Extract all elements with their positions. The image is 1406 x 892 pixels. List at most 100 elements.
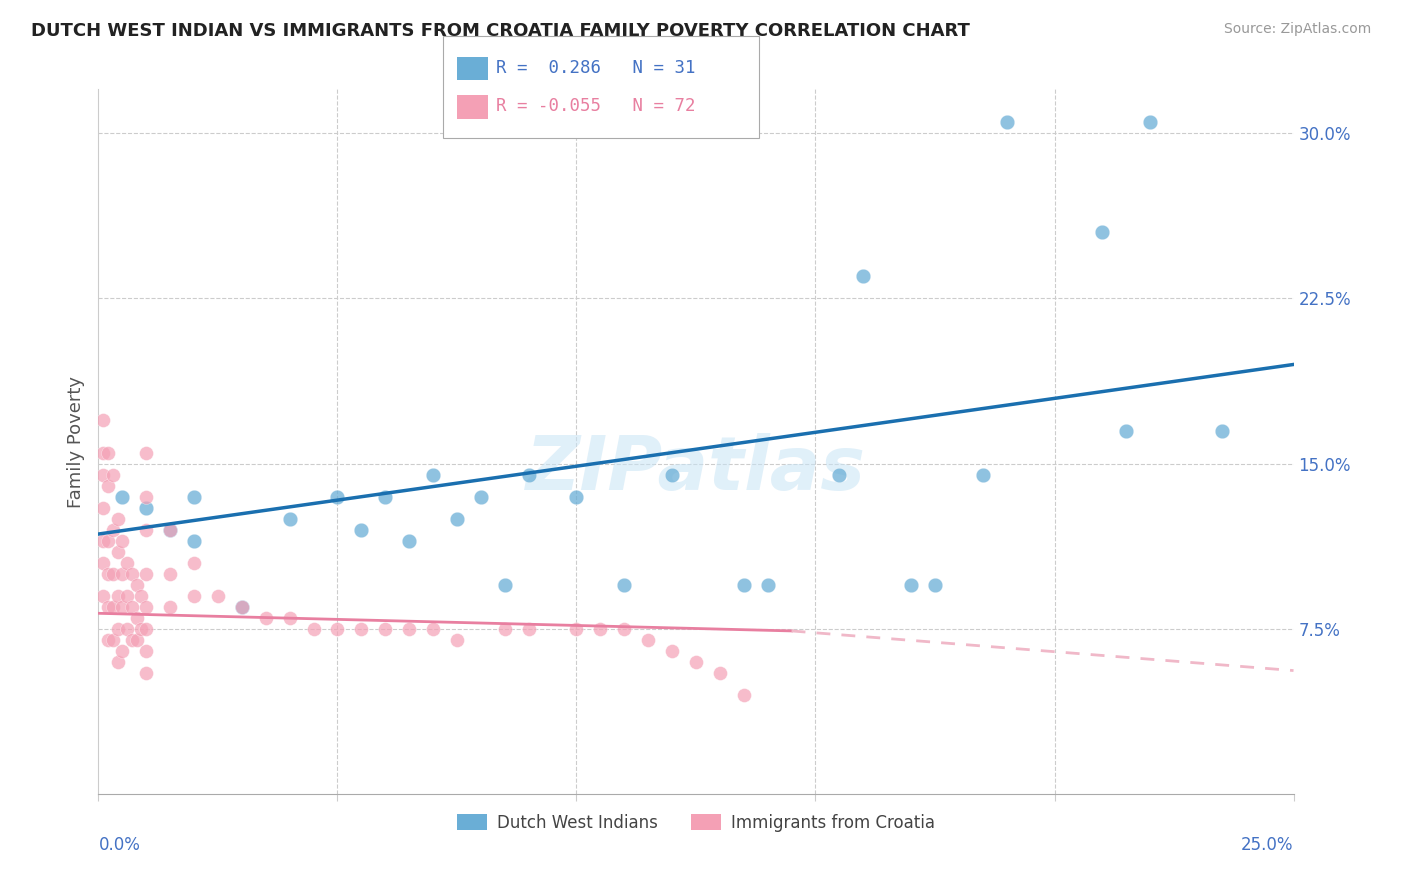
Point bbox=[494, 577, 516, 591]
Point bbox=[91, 467, 114, 482]
Point bbox=[756, 577, 779, 591]
Point bbox=[111, 566, 134, 581]
Point bbox=[1115, 424, 1137, 438]
Point bbox=[589, 622, 612, 636]
Point bbox=[111, 533, 134, 548]
Point bbox=[125, 632, 148, 647]
Text: R = -0.055   N = 72: R = -0.055 N = 72 bbox=[496, 97, 696, 115]
Point bbox=[131, 622, 153, 636]
Point bbox=[183, 533, 205, 548]
Text: R =  0.286   N = 31: R = 0.286 N = 31 bbox=[496, 59, 696, 77]
Point bbox=[111, 490, 134, 504]
Point bbox=[115, 622, 138, 636]
Point bbox=[115, 589, 138, 603]
Point bbox=[107, 589, 129, 603]
Point bbox=[97, 533, 120, 548]
Text: 25.0%: 25.0% bbox=[1241, 836, 1294, 855]
Point bbox=[709, 665, 731, 680]
Point bbox=[446, 511, 468, 525]
Point bbox=[135, 566, 157, 581]
Point bbox=[135, 523, 157, 537]
Point bbox=[107, 655, 129, 669]
Point bbox=[135, 644, 157, 658]
Point bbox=[107, 544, 129, 558]
Point bbox=[422, 467, 444, 482]
Point bbox=[374, 490, 396, 504]
Point bbox=[97, 445, 120, 459]
Point bbox=[852, 269, 875, 284]
Point bbox=[661, 644, 683, 658]
Text: DUTCH WEST INDIAN VS IMMIGRANTS FROM CROATIA FAMILY POVERTY CORRELATION CHART: DUTCH WEST INDIAN VS IMMIGRANTS FROM CRO… bbox=[31, 22, 970, 40]
Legend: Dutch West Indians, Immigrants from Croatia: Dutch West Indians, Immigrants from Croa… bbox=[450, 807, 942, 838]
Point bbox=[398, 622, 420, 636]
Point bbox=[135, 445, 157, 459]
Point bbox=[111, 644, 134, 658]
Point bbox=[637, 632, 659, 647]
Point bbox=[159, 523, 181, 537]
Point bbox=[733, 688, 755, 702]
Point bbox=[1211, 424, 1233, 438]
Point bbox=[121, 599, 143, 614]
Point bbox=[231, 599, 253, 614]
Point bbox=[97, 599, 120, 614]
Text: ZIPatlas: ZIPatlas bbox=[526, 434, 866, 507]
Point bbox=[565, 622, 588, 636]
Point bbox=[685, 655, 707, 669]
Point bbox=[135, 599, 157, 614]
Point bbox=[183, 490, 205, 504]
Point bbox=[101, 632, 124, 647]
Point bbox=[278, 511, 301, 525]
Point bbox=[995, 115, 1018, 129]
Point bbox=[900, 577, 922, 591]
Point bbox=[97, 632, 120, 647]
Point bbox=[517, 467, 540, 482]
Point bbox=[101, 523, 124, 537]
Point bbox=[422, 622, 444, 636]
Point bbox=[91, 500, 114, 515]
Y-axis label: Family Poverty: Family Poverty bbox=[66, 376, 84, 508]
Point bbox=[350, 523, 373, 537]
Point bbox=[254, 610, 277, 624]
Point bbox=[121, 632, 143, 647]
Point bbox=[398, 533, 420, 548]
Point bbox=[107, 511, 129, 525]
Point bbox=[131, 589, 153, 603]
Point bbox=[115, 556, 138, 570]
Point bbox=[135, 500, 157, 515]
Point bbox=[565, 490, 588, 504]
Point bbox=[125, 610, 148, 624]
Point bbox=[972, 467, 994, 482]
Point bbox=[278, 610, 301, 624]
Point bbox=[470, 490, 492, 504]
Point bbox=[159, 566, 181, 581]
Point bbox=[135, 490, 157, 504]
Point bbox=[101, 566, 124, 581]
Point bbox=[374, 622, 396, 636]
Point bbox=[91, 556, 114, 570]
Point bbox=[207, 589, 229, 603]
Point bbox=[231, 599, 253, 614]
Point bbox=[159, 599, 181, 614]
Point bbox=[733, 577, 755, 591]
Point bbox=[183, 589, 205, 603]
Point bbox=[91, 445, 114, 459]
Point bbox=[494, 622, 516, 636]
Point bbox=[91, 533, 114, 548]
Point bbox=[661, 467, 683, 482]
Point bbox=[1091, 225, 1114, 239]
Text: Source: ZipAtlas.com: Source: ZipAtlas.com bbox=[1223, 22, 1371, 37]
Point bbox=[107, 622, 129, 636]
Point bbox=[101, 599, 124, 614]
Point bbox=[446, 632, 468, 647]
Point bbox=[125, 577, 148, 591]
Point bbox=[183, 556, 205, 570]
Point bbox=[111, 599, 134, 614]
Point bbox=[101, 467, 124, 482]
Point bbox=[91, 589, 114, 603]
Point bbox=[135, 665, 157, 680]
Point bbox=[302, 622, 325, 636]
Point bbox=[326, 490, 349, 504]
Point bbox=[91, 412, 114, 426]
Point bbox=[1139, 115, 1161, 129]
Point bbox=[924, 577, 946, 591]
